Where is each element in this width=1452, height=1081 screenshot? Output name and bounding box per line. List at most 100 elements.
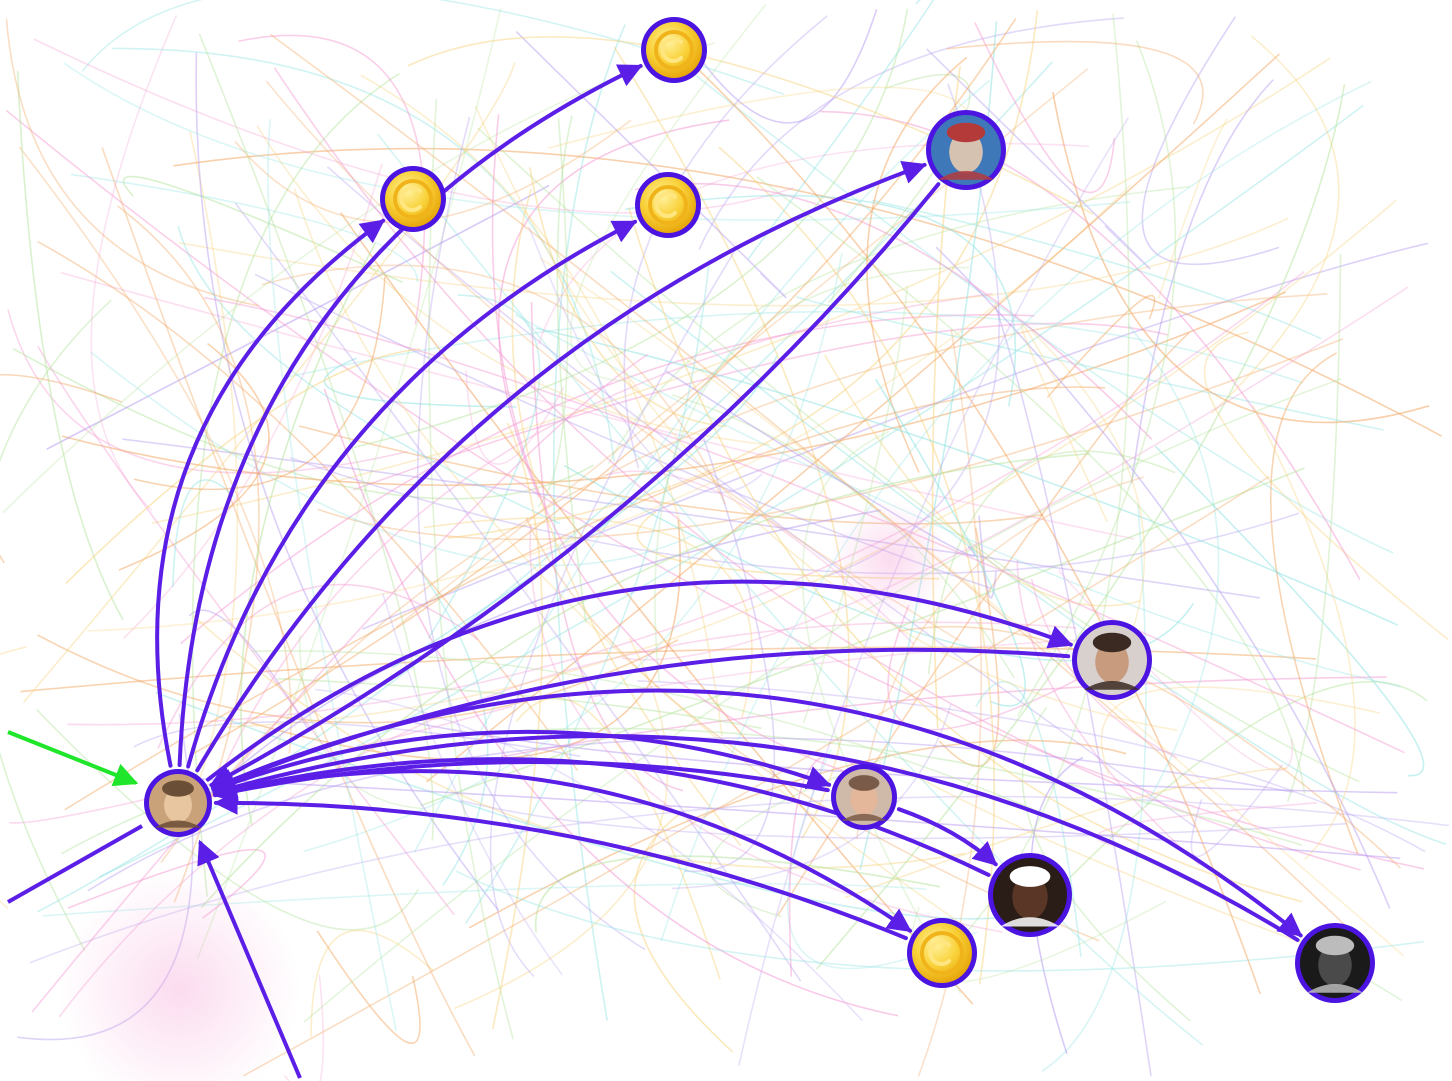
node-old-man[interactable]	[831, 764, 897, 830]
background-edge	[455, 870, 1424, 972]
smiling-man-avatar	[993, 858, 1067, 932]
background-edge	[515, 30, 787, 298]
node-coin-low[interactable]	[907, 918, 977, 988]
background-edge	[1130, 79, 1274, 484]
older-man-avatar	[836, 769, 892, 825]
background-edge	[285, 310, 1303, 384]
background-edge	[1017, 40, 1177, 717]
coin-inner-ring	[654, 30, 694, 70]
background-edge	[477, 127, 1360, 783]
background-edge	[122, 175, 403, 284]
background-edge	[310, 929, 434, 1037]
background-edge	[5, 18, 259, 307]
background-edge	[0, 646, 27, 909]
background-edge	[283, 974, 325, 1081]
node-hub[interactable]	[144, 769, 212, 837]
background-edge	[1100, 686, 1380, 775]
background-edge	[1021, 706, 1191, 1022]
node-cap-person[interactable]	[926, 110, 1006, 190]
background-edge	[298, 634, 423, 810]
background-edge	[12, 347, 595, 500]
background-edge	[133, 276, 386, 491]
background-edge	[491, 422, 544, 1030]
background-edge	[1127, 323, 1220, 806]
background-edge	[662, 35, 1262, 995]
background-edge	[303, 378, 1342, 1023]
background-edge	[317, 338, 1344, 541]
background-edge	[978, 515, 997, 599]
background-edge	[172, 479, 235, 588]
background-edge	[946, 40, 1204, 125]
edge-hub-to-coin-mid-r	[186, 219, 638, 769]
background-edge	[570, 4, 767, 382]
background-edge	[256, 125, 770, 446]
background-edge	[90, 351, 695, 567]
background-edge	[530, 301, 684, 792]
node-beard-man[interactable]	[1072, 620, 1152, 700]
background-edge	[827, 73, 971, 304]
background-edge	[0, 299, 112, 951]
background-edge	[1211, 35, 1340, 414]
background-edge	[35, 708, 420, 931]
background-edge	[22, 62, 516, 703]
background-edge	[1203, 331, 1449, 641]
background-edge	[539, 257, 1405, 957]
background-edge	[192, 614, 966, 869]
coin-emblem	[928, 940, 951, 966]
background-edge	[679, 8, 878, 124]
background-edge	[428, 98, 514, 1040]
background-edge	[340, 212, 974, 1005]
background-edge	[267, 118, 398, 1032]
background-edge	[326, 166, 1196, 828]
background-edge	[587, 638, 1095, 699]
edge-smile-man-to-hub	[212, 757, 991, 877]
background-edge	[5, 109, 1425, 870]
background-edge	[46, 184, 550, 450]
background-edge	[515, 697, 721, 981]
background-edge	[202, 778, 1401, 860]
background-edge	[7, 309, 408, 474]
edge-hub-to-old-man	[211, 729, 832, 792]
background-edge	[199, 509, 881, 804]
background-edge	[1031, 331, 1146, 674]
highlighted-edges	[7, 64, 1303, 1079]
background-edge	[672, 394, 1015, 679]
background-edge	[101, 147, 476, 1057]
node-dark-photo[interactable]	[1295, 923, 1375, 1003]
background-edge	[173, 147, 1443, 437]
node-coin-top[interactable]	[641, 17, 707, 83]
coin-emblem	[660, 37, 683, 63]
background-edge	[608, 185, 1191, 464]
background-edge	[927, 450, 1176, 675]
background-edge	[238, 34, 426, 325]
node-coin-mid-r[interactable]	[635, 172, 701, 238]
background-edge	[116, 205, 260, 903]
background-edge	[460, 799, 1347, 840]
edge-hub-to-coin-mid-l	[155, 218, 386, 768]
background-edge	[31, 353, 649, 1013]
edge-offscreen-left	[7, 824, 143, 904]
cap-person-avatar	[931, 115, 1001, 185]
coin-inner-ring	[648, 185, 688, 225]
background-edge	[537, 117, 569, 508]
node-coin-mid-l[interactable]	[380, 166, 446, 232]
background-edge	[87, 184, 1132, 632]
background-edge	[16, 70, 124, 621]
background-edge	[1046, 294, 1156, 399]
background-edge	[37, 345, 455, 916]
background-edge	[160, 293, 1328, 864]
background-edge	[122, 438, 1261, 599]
background-edge	[203, 296, 1405, 754]
node-smile-man[interactable]	[988, 853, 1072, 937]
background-edge	[1046, 680, 1428, 902]
background-edge	[660, 80, 1372, 942]
background-edge	[654, 266, 970, 682]
coin-inner-ring	[920, 931, 964, 975]
background-edge	[289, 457, 1300, 575]
edge-offscreen-bottom	[197, 839, 302, 1079]
background-edge	[474, 105, 1178, 732]
edge-dark-photo-to-hub	[212, 733, 1300, 942]
background-edge	[698, 17, 1124, 250]
background-edge	[392, 355, 778, 669]
coin-inner-ring	[393, 179, 433, 219]
